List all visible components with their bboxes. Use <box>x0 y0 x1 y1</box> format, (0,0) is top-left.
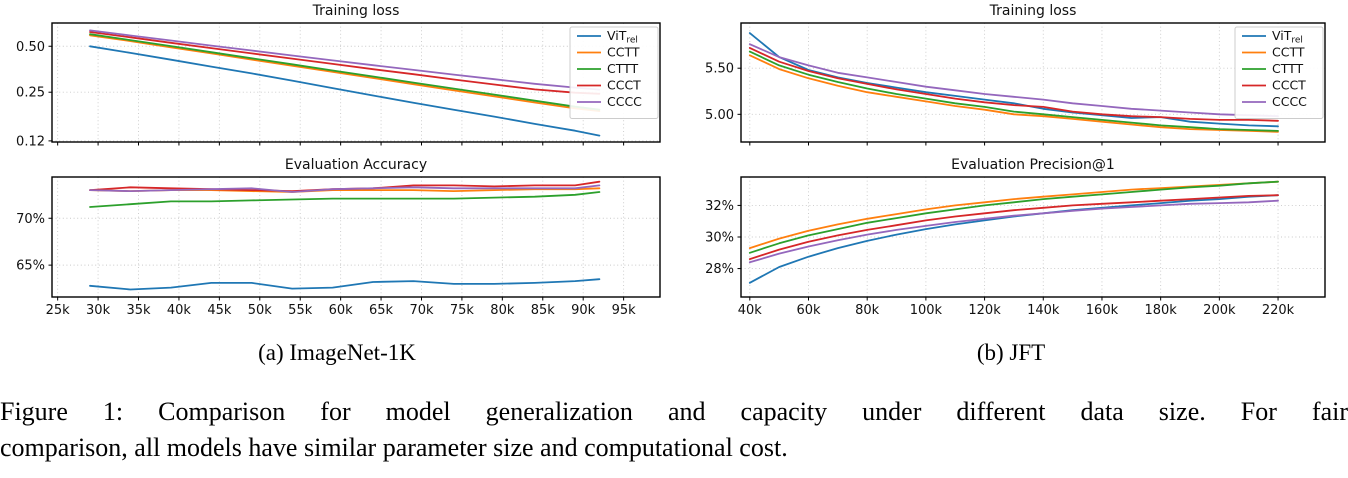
x-tick-label: 60k <box>329 303 354 318</box>
series-line-CCCC <box>748 199 1279 264</box>
x-tick-label: 35k <box>126 303 151 318</box>
x-tick-label: 80k <box>855 303 880 318</box>
x-tick-label: 45k <box>207 303 232 318</box>
axes-frame <box>740 22 1326 143</box>
chart-title: Training loss <box>312 3 400 19</box>
figure-caption-line1: Figure 1: Comparison for model generaliz… <box>0 397 1348 426</box>
series-line-ViT_rel <box>89 45 601 137</box>
x-tick-label: 40k <box>738 303 763 318</box>
series-line-CTTT <box>748 180 1279 254</box>
legend-label-CCTT: CCTT <box>607 45 640 60</box>
x-tick-label: 80k <box>490 303 515 318</box>
series-line-ViT_rel <box>89 278 601 291</box>
x-tick-label: 25k <box>46 303 71 318</box>
series-line-CCCT <box>89 31 601 95</box>
y-tick-label: 5.00 <box>705 108 734 123</box>
legend-label-CTTT: CTTT <box>607 61 639 76</box>
x-tick-label: 180k <box>1144 303 1177 318</box>
series-line-CCTT <box>748 54 1279 133</box>
series-line-CTTT <box>89 33 601 111</box>
legend-label-CCCT: CCCT <box>607 78 641 93</box>
legend-label-CCCC: CCCC <box>607 94 642 109</box>
y-tick-label: 65% <box>16 259 45 274</box>
x-tick-label: 120k <box>968 303 1001 318</box>
x-tick-label: 140k <box>1027 303 1060 318</box>
y-tick-label: 0.50 <box>16 40 45 55</box>
series-line-CTTT <box>748 50 1279 132</box>
axes-frame <box>51 176 661 298</box>
y-tick-label: 32% <box>705 199 734 214</box>
legend-label-ViT_rel: ViTrel <box>607 28 638 46</box>
figure-caption-line2: comparison, all models have similar para… <box>0 433 788 462</box>
y-tick-label: 30% <box>705 231 734 246</box>
x-tick-label: 85k <box>531 303 556 318</box>
series-line-CCCT <box>748 47 1279 122</box>
x-tick-label: 100k <box>910 303 943 318</box>
x-tick-label: 55k <box>288 303 313 318</box>
legend-label-CCCC: CCCC <box>1272 94 1307 109</box>
x-tick-label: 60k <box>796 303 821 318</box>
x-tick-label: 90k <box>571 303 596 318</box>
series-line-CCCC <box>89 184 601 193</box>
y-tick-label: 70% <box>16 212 45 227</box>
series-line-CCTT <box>89 34 601 112</box>
series-line-CCCT <box>748 194 1279 260</box>
subcaption-imagenet-1k: (a) ImageNet-1K <box>258 340 416 365</box>
legend-box <box>1234 26 1324 119</box>
axes-frame <box>51 22 661 143</box>
chart-title: Training loss <box>989 3 1077 19</box>
x-tick-label: 70k <box>409 303 434 318</box>
y-tick-label: 0.25 <box>16 86 45 101</box>
x-tick-label: 220k <box>1262 303 1295 318</box>
x-tick-label: 40k <box>167 303 192 318</box>
chart-title: Evaluation Accuracy <box>285 157 427 173</box>
x-tick-label: 65k <box>369 303 394 318</box>
legend-label-CTTT: CTTT <box>1272 61 1304 76</box>
series-line-ViT_rel <box>748 194 1279 284</box>
series-line-CCCC <box>748 43 1279 118</box>
legend-label-CCCT: CCCT <box>1272 78 1306 93</box>
y-tick-label: 5.50 <box>705 62 734 77</box>
series-line-CCCC <box>89 29 601 91</box>
chart-jft-eval-precision: 40k 60k 80k 100k 120k 140k 160k 180k 200k 220k 32%… <box>705 157 1326 318</box>
legend-label-CCTT: CCTT <box>1272 45 1305 60</box>
y-tick-label: 0.12 <box>16 134 45 149</box>
x-tick-label: 95k <box>612 303 637 318</box>
chart-imagenet-eval-accuracy: 25k 30k 35k 40k 45k 50k 55k 60k 65k 70k 75k 80k 85k 9… <box>16 157 661 318</box>
x-tick-label: 30k <box>86 303 111 318</box>
x-tick-label: 75k <box>450 303 475 318</box>
legend-box <box>569 26 659 119</box>
x-tick-label: 200k <box>1203 303 1236 318</box>
series-line-CTTT <box>89 191 601 208</box>
y-tick-label: 28% <box>705 262 734 277</box>
figure-caption: Figure 1: Comparison for model generaliz… <box>0 394 1348 466</box>
x-tick-label: 160k <box>1086 303 1119 318</box>
x-tick-label: 50k <box>248 303 273 318</box>
subcaption-jft: (b) JFT <box>976 340 1046 365</box>
chart-title: Evaluation Precision@1 <box>951 157 1115 173</box>
legend-label-ViT_rel: ViTrel <box>1272 28 1303 46</box>
